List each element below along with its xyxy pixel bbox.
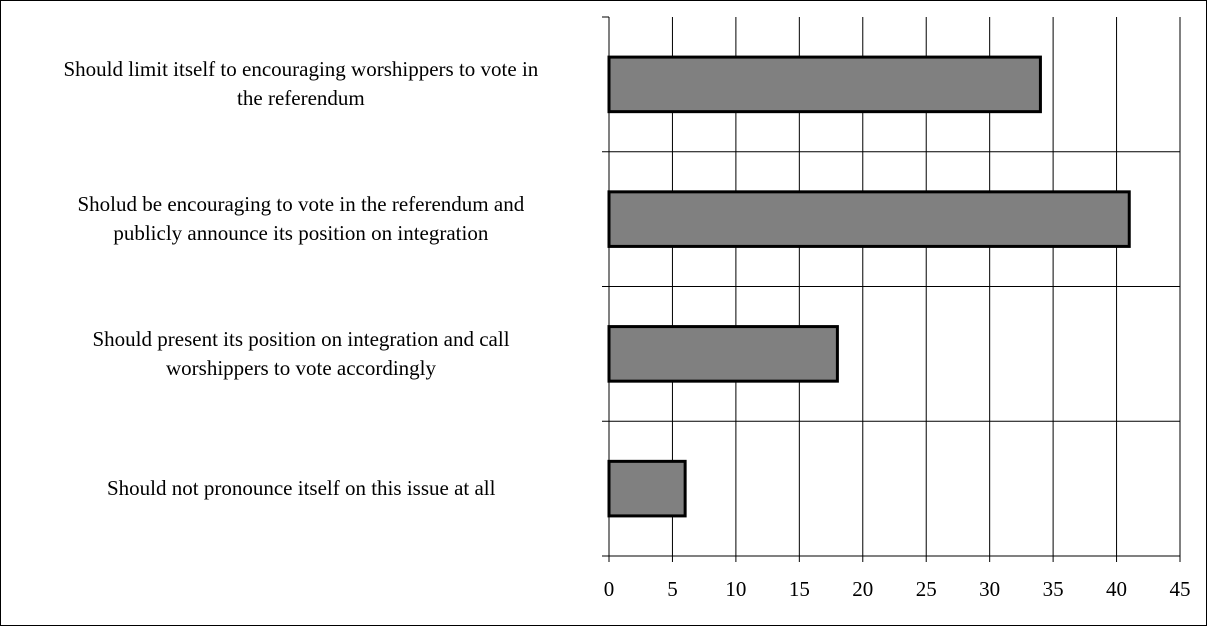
x-tick-labels: 0 5 10 15 20 25 30 35 40 45 xyxy=(604,577,1191,601)
category-label-line: the referendum xyxy=(237,86,365,111)
x-tick-label: 40 xyxy=(1106,577,1127,601)
category-label-line: Should present its position on integrati… xyxy=(92,326,510,351)
x-tick-label: 25 xyxy=(916,577,937,601)
x-tick-label: 30 xyxy=(979,577,1000,601)
x-tick-label: 20 xyxy=(852,577,873,601)
bar-3 xyxy=(607,325,839,383)
category-label: Should present its position on integrati… xyxy=(93,325,510,383)
x-tick-label: 0 xyxy=(604,577,615,601)
x-tick-label: 5 xyxy=(667,577,678,601)
category-label-line: worshippers to vote accordingly xyxy=(166,355,437,380)
category-label: Sholud be encouraging to vote in the ref… xyxy=(78,190,525,248)
category-label-line: publicly announce its position on integr… xyxy=(113,221,489,246)
bars xyxy=(607,55,1131,518)
axes xyxy=(602,16,1181,562)
x-tick-label: 10 xyxy=(725,577,746,601)
category-label-line: Should not pronounce itself on this issu… xyxy=(107,476,496,501)
bar-1 xyxy=(607,55,1042,114)
category-label-line: Sholud be encouraging to vote in the ref… xyxy=(77,192,525,217)
x-tick-label: 15 xyxy=(789,577,810,601)
category-label: Should not pronounce itself on this issu… xyxy=(107,474,495,503)
bar-2 xyxy=(607,190,1131,248)
bar-4 xyxy=(607,459,687,518)
x-tick-label: 45 xyxy=(1170,577,1191,601)
category-label-line: Should limit itself to encouraging worsh… xyxy=(63,57,539,82)
category-label: Should limit itself to encouraging worsh… xyxy=(64,55,539,113)
x-tick-label: 35 xyxy=(1043,577,1064,601)
